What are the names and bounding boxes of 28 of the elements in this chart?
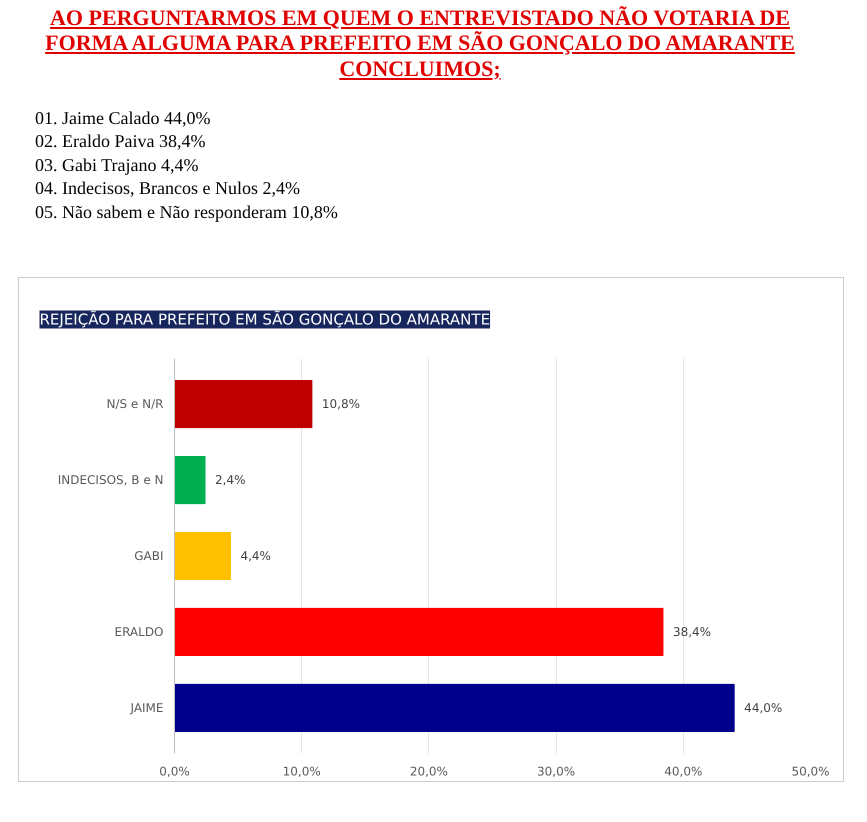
text: 03. Gabi Trajano 4,4% xyxy=(35,154,200,177)
data-label: 10,8% xyxy=(322,397,360,412)
bar xyxy=(174,684,735,732)
x-tick-label: 30,0% xyxy=(537,764,576,778)
text: 04. Indecisos, Brancos e Nulos 2,4% xyxy=(35,177,301,200)
text: 05. Não sabem e Não responderam 10,8% xyxy=(35,200,338,224)
y-tick-label: N/S e N/R xyxy=(106,397,164,412)
text: 01. Jaime Calado 44,0% xyxy=(35,107,212,130)
chart-title: AO PERGUNTARMOS EM QUEM O ENTREVISTADO NÃO VOTARIA DE FORMA ALGUMA PARA PREFEITO EM SÃO GONÇALO DO AMARANTE CONCLUIMOS; xyxy=(44,5,796,81)
y-tick-label: JAIME xyxy=(129,700,164,715)
bar xyxy=(174,608,664,656)
x-tick-label: 0,0% xyxy=(159,764,190,778)
y-tick-label: GABI xyxy=(134,549,164,563)
x-tick-label: 40,0% xyxy=(664,764,702,778)
data-label: 38,4% xyxy=(672,624,712,639)
bar xyxy=(174,456,206,504)
bar xyxy=(174,380,312,428)
chart-subtitle: REJEIÇÃO PARA PREFEITO EM SÃO GONÇALO DO AMARANTE xyxy=(40,310,490,328)
text: 02. Eraldo Paiva 38,4% xyxy=(35,130,206,154)
x-tick-label: 50,0% xyxy=(791,764,830,778)
data-label: 2,4% xyxy=(215,473,246,488)
data-label: 44,0% xyxy=(744,700,782,715)
y-tick-label: INDECISOS, B e N xyxy=(58,473,164,488)
y-tick-label: ERALDO xyxy=(114,624,164,639)
x-tick-label: 20,0% xyxy=(410,764,448,778)
data-label: 4,4% xyxy=(240,549,271,563)
x-tick-label: 10,0% xyxy=(282,764,321,778)
bar xyxy=(174,532,231,580)
